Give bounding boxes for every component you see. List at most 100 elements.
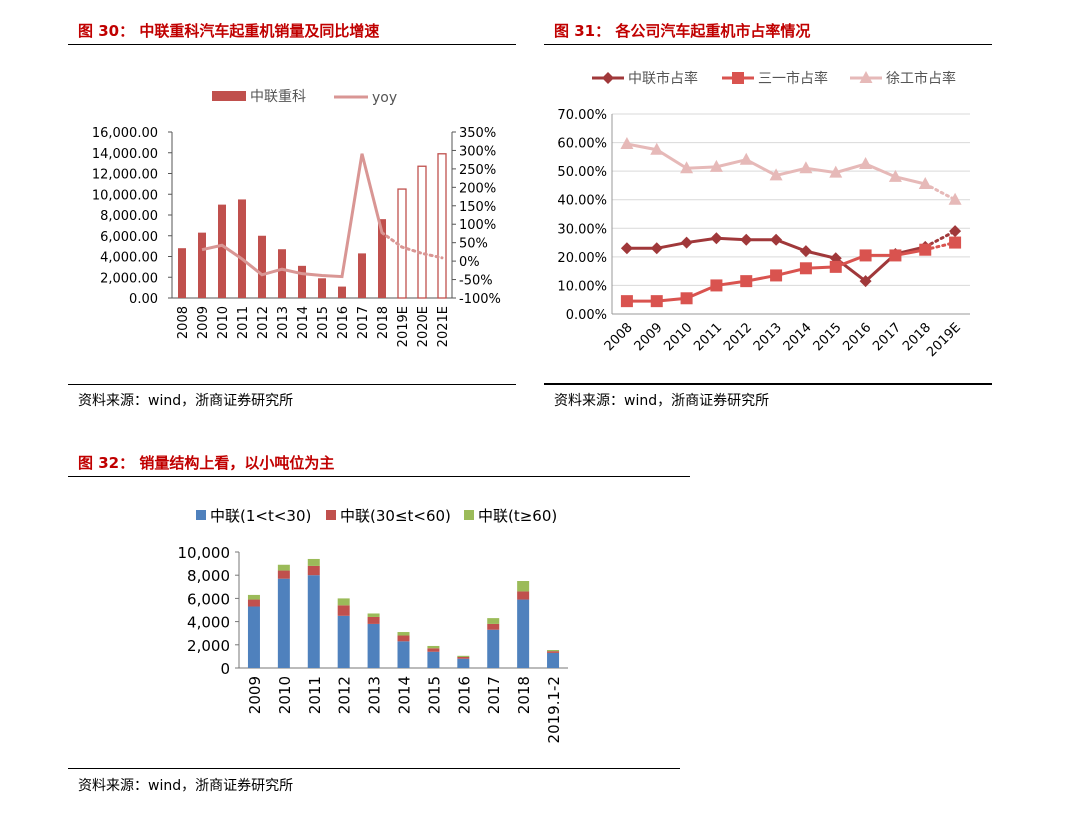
figure-30-bottom-rule (68, 384, 516, 385)
chart-32-bar-segment (337, 615, 350, 668)
chart-32-x-tick-label: 2018 (515, 676, 533, 714)
chart-30: 0.00 2,000.00 4,000.00 6,000.00 8,000.00 10,0… (92, 89, 501, 347)
figure-32-title: 图 32： 销量结构上看，以小吨位为主 (78, 454, 335, 472)
chart-30-right-tick-label: 100% (459, 218, 496, 233)
chart-32-x-tick-label: 2013 (366, 676, 384, 714)
chart-32-x-tick-label: 2011 (306, 676, 324, 714)
chart-31-point (859, 157, 873, 169)
chart-30-right-tick-label: 250% (459, 163, 496, 178)
chart-31-point (680, 161, 694, 174)
figure-30-source: 资料来源：wind，浙商证券研究所 (78, 393, 294, 409)
chart-30-bar (358, 253, 366, 298)
chart-32-bar-segment (487, 618, 500, 624)
chart-32-x-tick-label: 2017 (485, 676, 503, 714)
chart-32-legend-swatch (326, 510, 336, 520)
chart-31-point (859, 249, 872, 262)
chart-32-bar-segment (547, 651, 560, 653)
chart-32-x-tick-label: 2014 (396, 676, 414, 714)
chart-30-left-tick-label: 0.00 (129, 292, 158, 307)
chart-30-bar (238, 199, 246, 298)
chart-32-bar-segment (517, 591, 530, 600)
chart-31-x-tick-label: 2016 (840, 320, 874, 354)
chart-31-legend-label: 徐工市占率 (886, 70, 956, 87)
chart-31-x-tick-label: 2019E (924, 320, 964, 360)
chart-32-bar-segment (397, 635, 410, 642)
figure-31-title: 图 31： 各公司汽车起重机市占率情况 (554, 22, 811, 40)
chart-31-y-tick-label: 60.00% (557, 137, 607, 152)
chart-31-legend-marker (859, 71, 873, 83)
chart-30-x-tick-label: 2019E (396, 306, 411, 347)
chart-30-right-tick-label: -100% (459, 292, 501, 307)
chart-30-left-tick-label: 12,000.00 (92, 168, 158, 183)
chart-32-bar-segment (277, 578, 290, 668)
figure-32-bottom-rule (68, 768, 680, 769)
chart-31-point (769, 168, 783, 181)
chart-31-point (919, 243, 932, 256)
chart-31-point (739, 152, 753, 165)
chart-30-right-tick-label: 300% (459, 144, 496, 159)
chart-32-bar-segment (337, 598, 350, 606)
chart-30-bar (437, 153, 447, 299)
chart-32-x-tick-label: 2009 (246, 676, 264, 714)
chart-31-point (650, 142, 664, 155)
chart-30-left-tick-label: 16,000.00 (92, 126, 158, 141)
chart-32-bar-segment (457, 658, 470, 668)
chart-30-x-tick-label: 2011 (236, 306, 251, 339)
chart-30-legend-label: yoy (372, 90, 397, 106)
chart-32-bar-segment (277, 564, 290, 571)
chart-31-y-tick-label: 20.00% (557, 251, 607, 266)
chart-31-point (829, 165, 843, 178)
chart-32-x-tick-label: 2015 (425, 676, 443, 714)
chart-32-bar-segment (487, 629, 500, 668)
chart-31-x-tick-label: 2017 (870, 320, 904, 354)
chart-31-y-tick-label: 30.00% (557, 222, 607, 237)
chart-30-x-tick-label: 2014 (296, 306, 311, 339)
chart-32-bar-segment (247, 594, 260, 600)
chart-31: 0.00% 10.00% 20.00% 30.00% 40.00% 50.00% 60.00… (557, 70, 970, 360)
chart-30-x-tick-label: 2009 (196, 306, 211, 339)
chart-30-bar (298, 265, 306, 298)
chart-32-bar-segment (427, 648, 440, 652)
chart-30-right-tick-label: 350% (459, 126, 496, 141)
chart-32-legend-label: 中联(t≥60) (478, 507, 557, 525)
chart-32-legend-label: 中联(1<t<30) (210, 507, 311, 525)
chart-32-bar-segment (307, 575, 320, 668)
figure-30-top-rule (68, 44, 516, 45)
chart-32-x-tick-label: 2010 (276, 676, 294, 714)
chart-31-x-tick-label: 2015 (811, 320, 845, 354)
chart-30-right-tick-label: 0% (459, 255, 480, 270)
chart-31-point (710, 232, 723, 245)
figure-32-source: 资料来源：wind，浙商证券研究所 (78, 778, 294, 794)
chart-31-point (829, 260, 842, 273)
chart-32-y-tick-label: 8,000 (187, 567, 230, 585)
chart-31-y-tick-label: 0.00% (566, 308, 607, 323)
chart-32-bar-segment (517, 599, 530, 668)
figure-32-top-rule (68, 476, 690, 477)
chart-30-x-tick-label: 2013 (276, 306, 291, 339)
chart-31-legend-label: 三一市占率 (758, 70, 828, 87)
chart-30-legend-label: 中联重科 (250, 89, 306, 105)
chart-32-bar-segment (427, 651, 440, 668)
chart-32-y-tick-label: 4,000 (187, 614, 230, 632)
chart-31-point (889, 249, 902, 262)
chart-31-point (740, 233, 753, 246)
chart-32-bar-segment (397, 641, 410, 668)
chart-30-right-tick-label: 200% (459, 181, 496, 196)
chart-32-y-tick-label: 2,000 (187, 637, 230, 655)
chart-32-bar-segment (547, 652, 560, 668)
chart-32-bar-segment (517, 581, 530, 592)
chart-31-point (620, 295, 633, 308)
chart-32-x-tick-label: 2012 (336, 676, 354, 714)
chart-32-bar-segment (247, 599, 260, 607)
chart-32-bar-segment (307, 558, 320, 566)
chart-30-left-tick-label: 10,000.00 (92, 188, 158, 203)
chart-30-yoy-forecast-line (380, 231, 444, 260)
chart-32-legend-swatch (196, 510, 206, 520)
chart-30-left-tick-label: 2,000.00 (100, 271, 158, 286)
chart-30-bar (178, 248, 186, 298)
chart-31-y-tick-label: 70.00% (557, 108, 607, 123)
chart-31-legend-marker (602, 72, 614, 84)
chart-30-left-tick-label: 6,000.00 (100, 230, 158, 245)
chart-32-legend-swatch (464, 510, 474, 520)
chart-31-y-tick-label: 40.00% (557, 194, 607, 209)
